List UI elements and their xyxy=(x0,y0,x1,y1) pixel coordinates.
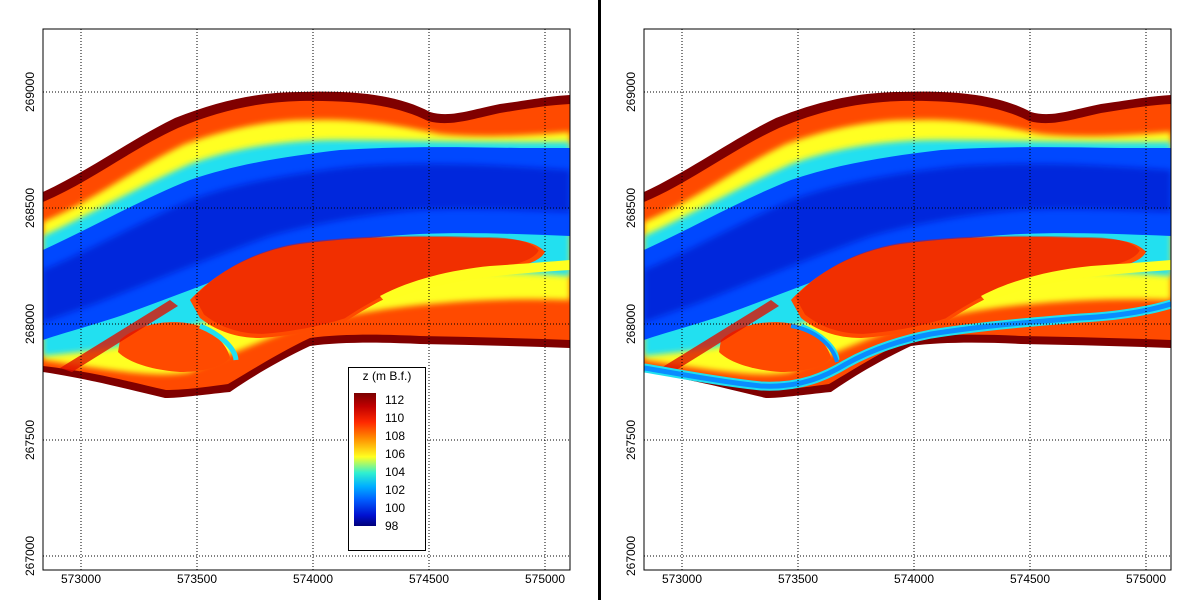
terrain-layer xyxy=(43,91,570,398)
ridge-line xyxy=(380,260,570,302)
elevation-map-panel-after: 573000 573500 574000 574500 575000 267000 2675… xyxy=(601,0,1200,600)
y-tick-label-268500: 268500 xyxy=(624,188,638,228)
panel-divider xyxy=(598,0,601,600)
legend-title: z (m B.f.) xyxy=(362,369,412,383)
elevation-map-after: 573000 573500 574000 574500 575000 267000 2675… xyxy=(624,28,1172,586)
elevation-legend: z (m B.f.) 112 110 108 106 104 102 100 9… xyxy=(348,367,426,551)
legend-label-104: 104 xyxy=(385,465,406,479)
x-tick-label-574000: 574000 xyxy=(293,572,333,586)
deep-channel xyxy=(644,163,1171,322)
x-tick-label-575000: 575000 xyxy=(1126,572,1166,586)
y-tick-label-268000: 268000 xyxy=(624,304,638,344)
floodplain-island-core xyxy=(795,235,1140,334)
meander-lobe xyxy=(118,322,230,372)
y-tick-label-267500: 267500 xyxy=(624,420,638,460)
legend-label-112: 112 xyxy=(385,393,405,407)
y-tick-label-267000: 267000 xyxy=(23,536,37,576)
terrain-layer xyxy=(644,91,1171,398)
new-side-channel xyxy=(644,301,1171,389)
legend-label-98: 98 xyxy=(385,519,399,533)
lobe-channel xyxy=(199,323,239,361)
y-tick-label-267500: 267500 xyxy=(23,420,37,460)
y-tick-label-269000: 269000 xyxy=(624,72,638,112)
x-tick-label-573000: 573000 xyxy=(61,572,101,586)
y-tick-label-268500: 268500 xyxy=(23,188,37,228)
y-tick-label-267000: 267000 xyxy=(624,536,638,576)
diagonal-levee xyxy=(661,300,779,372)
deep-channel xyxy=(43,163,570,322)
floodplain-island xyxy=(791,236,1146,338)
x-tick-label-574500: 574500 xyxy=(409,572,449,586)
x-tick-label-573500: 573500 xyxy=(778,572,818,586)
ridge-line xyxy=(981,260,1171,302)
x-tick-label-574500: 574500 xyxy=(1010,572,1050,586)
legend-label-108: 108 xyxy=(385,429,406,443)
x-tick-label-574000: 574000 xyxy=(894,572,934,586)
x-tick-label-575000: 575000 xyxy=(525,572,565,586)
legend-label-102: 102 xyxy=(385,483,406,497)
x-tick-label-573500: 573500 xyxy=(177,572,217,586)
y-tick-label-268000: 268000 xyxy=(23,304,37,344)
legend-label-100: 100 xyxy=(385,501,406,515)
elevation-map-panel-before: 573000 573500 574000 574500 575000 267000 2675… xyxy=(0,0,598,600)
new-channel-link xyxy=(790,324,839,363)
plot-frame xyxy=(643,28,1172,571)
y-tick-label-269000: 269000 xyxy=(23,72,37,112)
x-tick-label-573000: 573000 xyxy=(662,572,702,586)
legend-label-110: 110 xyxy=(385,411,405,425)
grid-lines xyxy=(644,29,1171,570)
diagonal-levee xyxy=(60,300,178,372)
floodplain-island-core xyxy=(194,235,539,334)
grid-lines xyxy=(43,29,570,570)
meander-lobe xyxy=(719,322,831,372)
floodplain-island xyxy=(190,236,545,338)
plot-frame xyxy=(42,28,571,571)
legend-label-106: 106 xyxy=(385,447,406,461)
elevation-map-before: 573000 573500 574000 574500 575000 267000 2675… xyxy=(23,28,571,586)
legend-color-bar xyxy=(354,393,376,526)
